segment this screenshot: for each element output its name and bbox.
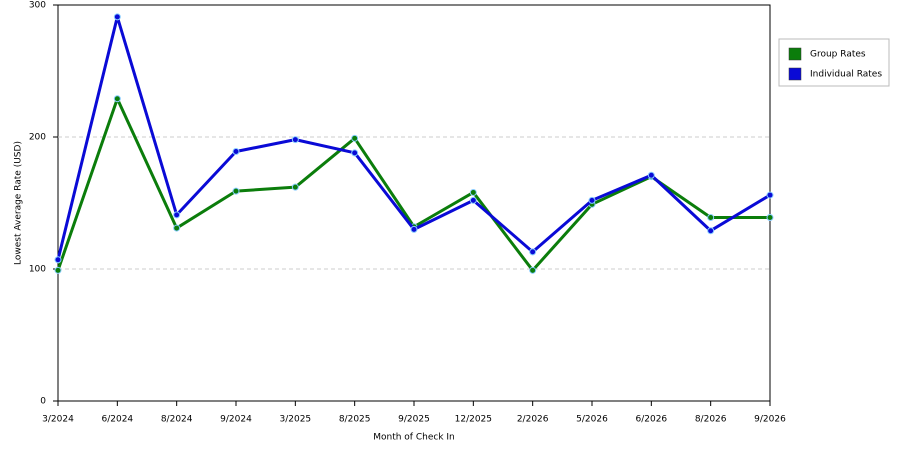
data-point — [173, 224, 181, 232]
x-tick-label: 12/2025 — [455, 415, 492, 425]
x-tick-label: 9/2026 — [754, 415, 786, 425]
x-tick-label: 6/2026 — [635, 415, 667, 425]
y-tick-label: 100 — [29, 265, 46, 275]
y-tick-label: 200 — [29, 133, 46, 143]
data-point — [469, 188, 477, 196]
data-point — [707, 227, 715, 235]
data-point — [766, 191, 774, 199]
legend-swatch — [788, 67, 802, 81]
legend-swatch — [788, 47, 802, 61]
data-point — [529, 266, 537, 274]
data-point — [54, 266, 62, 274]
y-tick-label: 300 — [29, 1, 46, 11]
plot-area — [57, 4, 771, 402]
x-tick-label: 9/2024 — [220, 415, 252, 425]
x-tick-label: 8/2024 — [161, 415, 193, 425]
data-point — [351, 134, 359, 142]
legend-label: Group Rates — [810, 50, 866, 60]
y-axis-label: Lowest Average Rate (USD) — [14, 141, 24, 265]
data-point — [291, 136, 299, 144]
x-tick-label: 3/2024 — [42, 415, 74, 425]
data-point — [232, 187, 240, 195]
data-point — [529, 248, 537, 256]
x-tick-label: 2/2026 — [517, 415, 549, 425]
data-point — [291, 183, 299, 191]
data-point — [113, 13, 121, 21]
x-tick-label: 9/2025 — [398, 415, 430, 425]
data-point — [647, 171, 655, 179]
x-axis-label: Month of Check In — [373, 433, 455, 443]
y-tick-label: 0 — [40, 397, 46, 407]
data-point — [173, 211, 181, 219]
x-tick-label: 8/2025 — [339, 415, 371, 425]
data-point — [351, 149, 359, 157]
x-tick-label: 3/2025 — [279, 415, 311, 425]
x-tick-label: 8/2026 — [695, 415, 727, 425]
data-point — [588, 196, 596, 204]
data-point — [113, 95, 121, 103]
data-point — [54, 256, 62, 264]
legend-label: Individual Rates — [810, 70, 882, 80]
x-tick-label: 5/2026 — [576, 415, 608, 425]
data-point — [766, 214, 774, 222]
data-point — [707, 214, 715, 222]
data-point — [232, 148, 240, 156]
x-tick-label: 6/2024 — [101, 415, 133, 425]
data-point — [469, 196, 477, 204]
data-point — [410, 225, 418, 233]
